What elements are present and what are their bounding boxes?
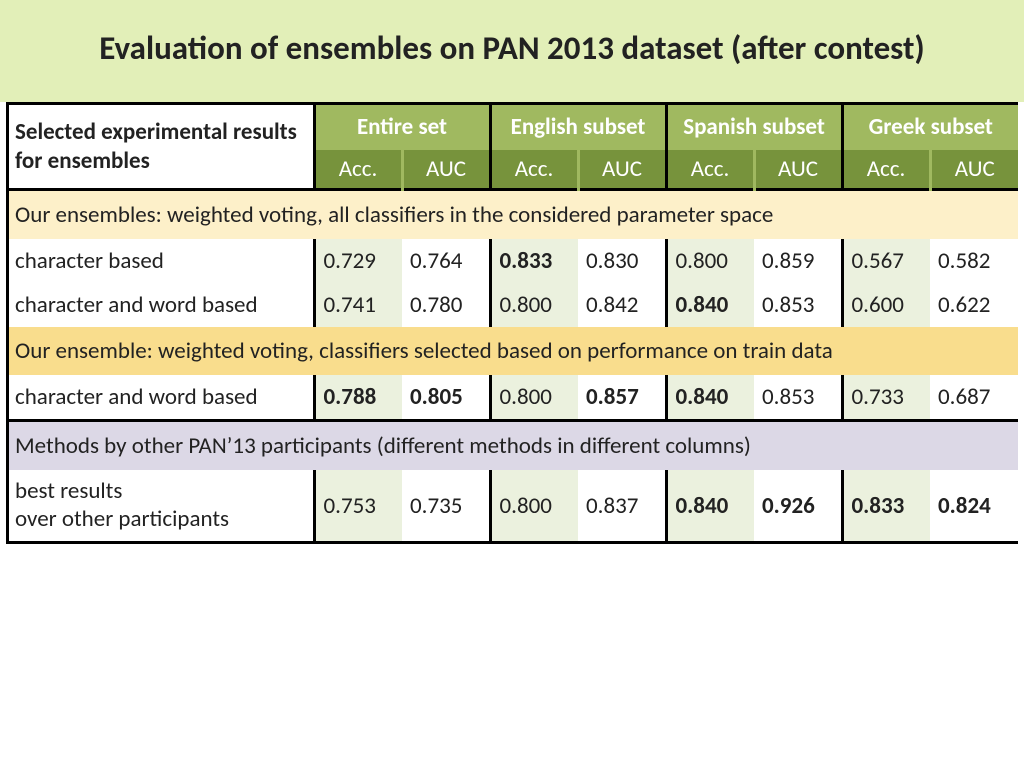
col-acc: Acc. bbox=[314, 150, 402, 190]
table-cell: 0.853 bbox=[754, 283, 842, 327]
table-cell: 0.780 bbox=[402, 283, 490, 327]
table-cell: 0.837 bbox=[578, 470, 666, 541]
table-cell: 0.622 bbox=[930, 283, 1018, 327]
table-row: best resultsover other participants0.753… bbox=[9, 470, 1018, 541]
col-auc: AUC bbox=[930, 150, 1018, 190]
table-row: character and word based0.7410.7800.8000… bbox=[9, 283, 1018, 327]
row-label: character based bbox=[9, 239, 314, 283]
table-cell: 0.833 bbox=[490, 239, 578, 283]
table-cell: 0.687 bbox=[930, 375, 1018, 421]
table-cell: 0.840 bbox=[666, 470, 754, 541]
table-cell: 0.735 bbox=[402, 470, 490, 541]
table-cell: 0.567 bbox=[842, 239, 930, 283]
colset-greek: Greek subset bbox=[842, 105, 1018, 150]
header-row-sets: Selected experimental results for ensemb… bbox=[9, 105, 1018, 150]
section-heading-text: Our ensembles: weighted voting, all clas… bbox=[9, 190, 1018, 240]
col-acc: Acc. bbox=[490, 150, 578, 190]
table-cell: 0.842 bbox=[578, 283, 666, 327]
colset-entire: Entire set bbox=[314, 105, 490, 150]
section-heading-text: Methods by other PAN’13 participants (di… bbox=[9, 421, 1018, 471]
table-cell: 0.788 bbox=[314, 375, 402, 421]
col-auc: AUC bbox=[578, 150, 666, 190]
colset-english: English subset bbox=[490, 105, 666, 150]
table-cell: 0.840 bbox=[666, 375, 754, 421]
table-cell: 0.800 bbox=[490, 375, 578, 421]
colset-spanish: Spanish subset bbox=[666, 105, 842, 150]
table-cell: 0.600 bbox=[842, 283, 930, 327]
section-heading: Methods by other PAN’13 participants (di… bbox=[9, 421, 1018, 471]
row-label: best resultsover other participants bbox=[9, 470, 314, 541]
table-cell: 0.733 bbox=[842, 375, 930, 421]
row-label: character and word based bbox=[9, 375, 314, 421]
col-acc: Acc. bbox=[666, 150, 754, 190]
table-cell: 0.857 bbox=[578, 375, 666, 421]
table-cell: 0.800 bbox=[666, 239, 754, 283]
table-cell: 0.582 bbox=[930, 239, 1018, 283]
table-cell: 0.800 bbox=[490, 470, 578, 541]
col-acc: Acc. bbox=[842, 150, 930, 190]
corner-label: Selected experimental results for ensemb… bbox=[9, 105, 314, 190]
table-body: Our ensembles: weighted voting, all clas… bbox=[9, 190, 1018, 542]
col-auc: AUC bbox=[754, 150, 842, 190]
table-cell: 0.830 bbox=[578, 239, 666, 283]
col-auc: AUC bbox=[402, 150, 490, 190]
results-table-wrapper: Selected experimental results for ensemb… bbox=[6, 102, 1018, 544]
table-cell: 0.833 bbox=[842, 470, 930, 541]
table-cell: 0.764 bbox=[402, 239, 490, 283]
table-cell: 0.859 bbox=[754, 239, 842, 283]
title-band: Evaluation of ensembles on PAN 2013 data… bbox=[0, 0, 1024, 102]
section-heading: Our ensembles: weighted voting, all clas… bbox=[9, 190, 1018, 240]
table-cell: 0.741 bbox=[314, 283, 402, 327]
row-label: character and word based bbox=[9, 283, 314, 327]
table-cell: 0.840 bbox=[666, 283, 754, 327]
table-cell: 0.824 bbox=[930, 470, 1018, 541]
section-heading-text: Our ensemble: weighted voting, classifie… bbox=[9, 327, 1018, 375]
page-title: Evaluation of ensembles on PAN 2013 data… bbox=[20, 28, 1004, 68]
table-cell: 0.753 bbox=[314, 470, 402, 541]
table-cell: 0.800 bbox=[490, 283, 578, 327]
table-row: character and word based0.7880.8050.8000… bbox=[9, 375, 1018, 421]
table-row: character based0.7290.7640.8330.8300.800… bbox=[9, 239, 1018, 283]
table-cell: 0.926 bbox=[754, 470, 842, 541]
table-cell: 0.729 bbox=[314, 239, 402, 283]
results-table: Selected experimental results for ensemb… bbox=[9, 105, 1018, 541]
section-heading: Our ensemble: weighted voting, classifie… bbox=[9, 327, 1018, 375]
table-cell: 0.853 bbox=[754, 375, 842, 421]
table-cell: 0.805 bbox=[402, 375, 490, 421]
